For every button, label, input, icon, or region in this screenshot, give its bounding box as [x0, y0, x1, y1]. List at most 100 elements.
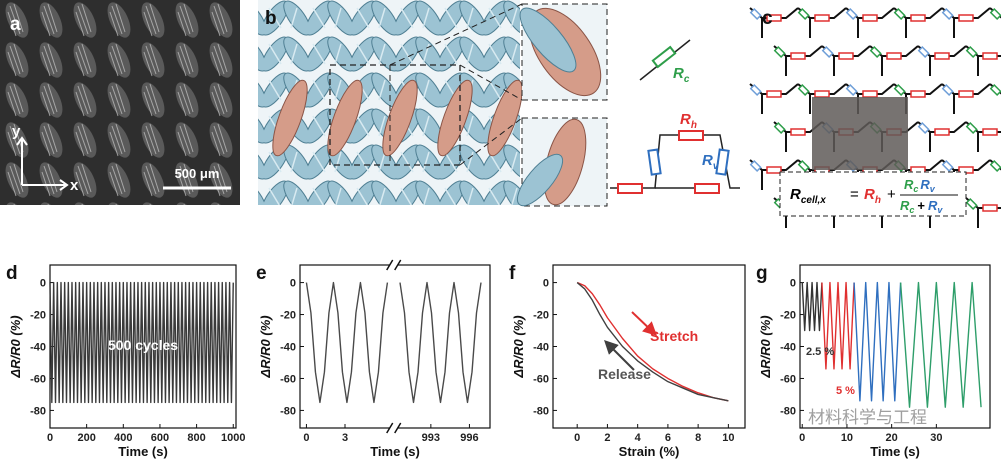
- lattice-resistor: [814, 14, 830, 22]
- lattice-resistor: [797, 7, 810, 21]
- series-line: [853, 281, 902, 402]
- rv-label: Rv: [702, 152, 720, 172]
- lattice-resistor: [982, 204, 998, 212]
- zoom-yarn: [516, 153, 564, 207]
- y-tick-label: -40: [280, 342, 296, 354]
- axes-arrows: [21, 140, 65, 186]
- y-tick-label: -20: [780, 310, 796, 322]
- lattice-resistor: [790, 52, 806, 60]
- lattice-resistor: [749, 7, 762, 21]
- lattice-resistor: [989, 7, 1001, 21]
- x-tick-label: 0: [799, 432, 805, 444]
- lattice-resistor: [845, 7, 858, 21]
- x-tick-label: 0: [574, 432, 580, 444]
- y-tick-label: -60: [780, 373, 796, 385]
- lattice-resistor: [910, 90, 926, 98]
- zoom-box: [329, 64, 461, 166]
- subscript: h: [691, 120, 697, 131]
- x-tick-label: 600: [151, 432, 169, 444]
- lattice-resistor: [958, 90, 974, 98]
- plus: +: [917, 198, 925, 213]
- symbol: R: [790, 186, 801, 203]
- chart: 0 -20 -40 -60 -80 0 10 20 30 Time (s) ΔR/R0 (%) g 2.…: [756, 263, 991, 459]
- y-tick-label: -40: [533, 342, 549, 354]
- resistor: [694, 183, 720, 194]
- lattice-resistor: [749, 83, 762, 97]
- resistor: [617, 183, 643, 194]
- x-tick-label: 20: [886, 432, 898, 444]
- chart: 0 -20 -40 -60 -80 0 2 4 6 8 10 Strain (%) ΔR/R0 (%) f…: [509, 263, 746, 459]
- resistor: [647, 148, 662, 176]
- symbol: R: [673, 65, 684, 82]
- axis-break-gap: [389, 425, 398, 431]
- y-tick-label: -80: [780, 405, 796, 417]
- x-tick-label: 200: [77, 432, 95, 444]
- lattice-resistor: [845, 83, 858, 97]
- formula-box: Rcell,x = Rh + Rc Rv Rc + Rv: [779, 171, 967, 217]
- lattice-resistor: [941, 83, 954, 97]
- rh-label: Rh: [680, 111, 697, 131]
- lattice-resistor: [941, 7, 954, 21]
- lattice-resistor: [941, 159, 954, 173]
- lattice-resistor: [958, 14, 974, 22]
- x-tick-label: 3: [342, 432, 348, 444]
- lattice-resistor: [982, 52, 998, 60]
- lattice-resistor: [989, 83, 1001, 97]
- panel-label: a: [10, 14, 21, 35]
- plot-frame: [552, 264, 746, 429]
- axis-break: [386, 259, 402, 271]
- series-label: Stretch: [650, 328, 698, 344]
- pink-yarns: [272, 79, 523, 157]
- lattice-resistor: [965, 45, 978, 59]
- micrograph: [0, 0, 240, 205]
- lattice-resistor: [797, 83, 810, 97]
- denominator: Rc + Rv: [900, 198, 943, 215]
- series-label: 5 %: [836, 385, 855, 397]
- formula-frame: [779, 171, 967, 217]
- series-line: [49, 281, 234, 404]
- scale-bar-label: 500 μm: [175, 166, 220, 181]
- x-tick-label: 0: [47, 432, 53, 444]
- x-tick-label: 6: [665, 432, 671, 444]
- symbol: R: [920, 177, 930, 192]
- series-label: 2.5 %: [806, 346, 834, 358]
- lattice-resistor: [910, 14, 926, 22]
- resistor: [678, 130, 704, 141]
- lattice-resistor: [838, 52, 854, 60]
- y-tick-label: -40: [30, 342, 46, 354]
- x-axis-label: Time (s): [370, 444, 420, 459]
- x-axis-label: Time (s): [118, 444, 168, 459]
- symbol: R: [904, 177, 914, 192]
- lattice-resistor: [934, 52, 950, 60]
- y-tick-label: -40: [780, 342, 796, 354]
- series-line: [821, 281, 855, 370]
- axis-break-gap: [389, 262, 398, 268]
- panel-label: d: [6, 263, 18, 284]
- y-tick-label: 0: [790, 278, 796, 290]
- panel-label: b: [265, 8, 277, 29]
- x-axis-label: Time (s): [870, 444, 920, 459]
- lattice-resistor: [893, 83, 906, 97]
- y-axis-label: ΔR/R0 (%): [258, 315, 273, 378]
- subscript: c: [909, 205, 914, 215]
- x-tick-label: 10: [841, 432, 853, 444]
- axis-break: [386, 422, 402, 434]
- series-label: Release: [598, 366, 651, 382]
- y-tick-label: -80: [280, 405, 296, 417]
- panel-label: e: [256, 263, 267, 284]
- y-tick-label: -60: [30, 373, 46, 385]
- series-line: [576, 282, 729, 402]
- subscript: c: [684, 74, 690, 85]
- y-axis-label: ΔR/R0 (%): [511, 315, 526, 378]
- symbol: R: [680, 111, 691, 128]
- y-axis-label: ΔR/R0 (%): [758, 315, 773, 378]
- symbol: R: [864, 186, 875, 203]
- x-tick-label: 4: [635, 432, 642, 444]
- lattice-resistor: [790, 128, 806, 136]
- subscript: v: [930, 184, 936, 194]
- y-tick-label: 0: [543, 278, 549, 290]
- plus: +: [887, 186, 896, 203]
- x-tick-label: 30: [930, 432, 942, 444]
- x-tick-label: 400: [114, 432, 132, 444]
